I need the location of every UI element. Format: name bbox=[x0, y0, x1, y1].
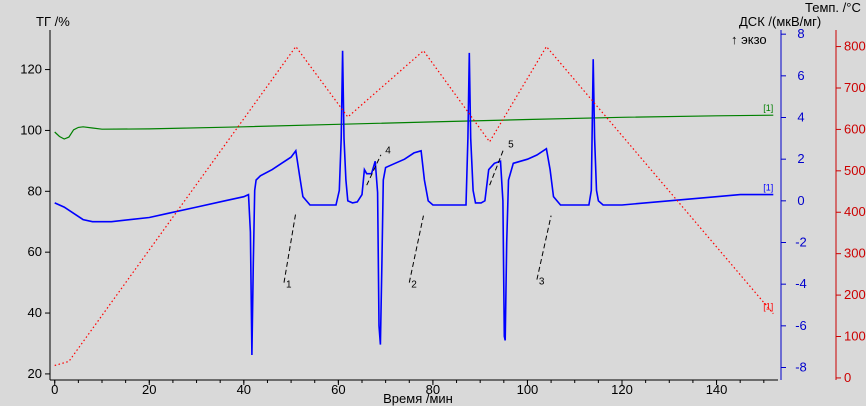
dsc-tick-label: 0 bbox=[797, 193, 804, 208]
x-tick-label: 80 bbox=[426, 382, 440, 397]
x-tick-label: 120 bbox=[611, 382, 633, 397]
tg-series-line bbox=[54, 114, 774, 140]
temp-tick-label: 0 bbox=[844, 370, 851, 385]
temp-axis-label: Темп. /°C bbox=[805, 0, 861, 15]
axis-layer: 0 20 40 60 80 100 120 14020406080100120-8-6-4-2… bbox=[20, 26, 865, 397]
tg-tick-label: 120 bbox=[20, 62, 42, 77]
annotation-layer: 1 2 3 4 5 bbox=[283, 140, 552, 291]
tg-tick-label: 60 bbox=[28, 244, 42, 259]
dsc-axis-label: ДСК /(мкВ/мг) bbox=[739, 14, 821, 29]
exo-label: ↑ экзо bbox=[731, 32, 767, 47]
annotation-label: 2 bbox=[411, 280, 417, 291]
series-end-marker: [1] bbox=[763, 302, 773, 312]
temp-tick-label: 700 bbox=[844, 80, 866, 95]
annotation-leader-line bbox=[366, 154, 382, 186]
temp-tick-label: 300 bbox=[844, 246, 866, 261]
series-end-marker: [1] bbox=[763, 183, 773, 193]
temp-tick-label: 100 bbox=[844, 329, 866, 344]
x-tick-label: 0 bbox=[51, 382, 58, 397]
annotation-leader-line bbox=[536, 215, 552, 280]
annotation-label: 1 bbox=[286, 280, 292, 291]
tg-tick-label: 40 bbox=[28, 305, 42, 320]
x-tick-label: 60 bbox=[331, 382, 345, 397]
time-axis-label: Время /мин bbox=[383, 391, 453, 406]
annotation-label: 3 bbox=[539, 277, 545, 288]
tg-tick-label: 100 bbox=[20, 122, 42, 137]
x-tick-label: 40 bbox=[237, 382, 251, 397]
tg-tick-label: 80 bbox=[28, 183, 42, 198]
dsc-tick-label: -8 bbox=[795, 360, 807, 375]
dsc-tick-label: 4 bbox=[797, 110, 804, 125]
annotation-leader-line bbox=[489, 148, 505, 186]
temp-tick-label: 400 bbox=[844, 204, 866, 219]
dsc-series-line bbox=[54, 50, 774, 356]
dsc-tick-label: 2 bbox=[797, 151, 804, 166]
dsc-tick-label: 6 bbox=[797, 68, 804, 83]
x-tick-label: 100 bbox=[517, 382, 539, 397]
temp-tick-label: 600 bbox=[844, 121, 866, 136]
temp-tick-label: 500 bbox=[844, 163, 866, 178]
dsc-tick-label: -2 bbox=[795, 235, 807, 250]
dsc-tick-label: 8 bbox=[797, 26, 804, 41]
x-tick-label: 20 bbox=[142, 382, 156, 397]
dsc-tick-label: -4 bbox=[795, 276, 807, 291]
annotation-label: 4 bbox=[385, 146, 391, 157]
x-tick-label: 140 bbox=[706, 382, 728, 397]
annotation-leader-line bbox=[408, 215, 424, 283]
tg-tick-label: 20 bbox=[28, 366, 42, 381]
series-layer: [1] [1] [1] bbox=[54, 45, 774, 367]
tg-axis-label: ТГ /% bbox=[36, 14, 70, 29]
temp-series-line bbox=[54, 45, 774, 367]
annotation-leader-line bbox=[283, 212, 297, 283]
temp-tick-label: 800 bbox=[844, 39, 866, 54]
annotation-label: 5 bbox=[508, 140, 514, 151]
series-end-marker: [1] bbox=[763, 103, 773, 113]
dsc-tick-label: -6 bbox=[795, 318, 807, 333]
temp-tick-label: 200 bbox=[844, 287, 866, 302]
